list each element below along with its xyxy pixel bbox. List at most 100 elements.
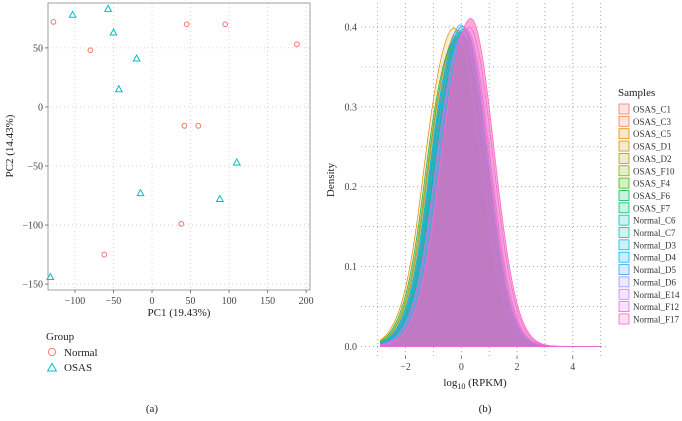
pca-x-tick-label: 0 <box>150 296 155 307</box>
pca-point-normal <box>294 41 300 48</box>
pca-point-normal <box>101 251 108 258</box>
samples-legend-key <box>618 128 630 140</box>
samples-legend-title: Samples <box>618 87 655 99</box>
pca-point-normal <box>178 220 185 227</box>
samples-legend-key <box>618 177 630 189</box>
density-y-tick-label: 0.3 <box>345 102 358 113</box>
samples-legend-key <box>618 152 630 164</box>
pca-y-tick-label: −150 <box>22 280 43 291</box>
samples-legend-label: OSAS_F10 <box>633 166 675 176</box>
pca-plot-background <box>48 3 310 290</box>
pca-point-osas <box>109 27 118 36</box>
samples-legend-key <box>618 301 630 313</box>
legend-osas-label: OSAS <box>64 362 92 374</box>
pca-y-tick-label: 0 <box>38 102 43 113</box>
density-x-tick-label: 2 <box>515 362 520 373</box>
pca-scatter-panel: −100 −50 0 50 100 150 200 −150 −100 −50 0 50 PC1 (… <box>4 2 314 415</box>
samples-legend-key <box>618 115 630 127</box>
density-x-label-rest: (RPKM) <box>465 377 507 389</box>
density-y-ticks: 0.0 0.1 0.2 0.3 0.4 <box>345 22 358 352</box>
pca-x-axis-label: PC1 (19.43%) <box>148 307 211 319</box>
samples-legend-key <box>618 214 630 226</box>
samples-legend-key <box>618 103 630 115</box>
samples-legend-label: OSAS_D2 <box>633 154 672 164</box>
pca-x-tick-label: −50 <box>106 296 122 307</box>
pca-plot-border <box>47 2 311 291</box>
panel-a-label: (a) <box>146 403 159 415</box>
density-y-tick-label: 0.2 <box>345 182 358 193</box>
pca-x-tick-label: 100 <box>222 296 237 307</box>
density-x-tick-label: 4 <box>570 362 575 373</box>
pca-point-osas <box>136 188 145 197</box>
density-y-axis-label: Density <box>325 162 337 197</box>
samples-legend-key <box>618 264 630 275</box>
pca-points <box>46 4 300 281</box>
pca-point-normal <box>181 122 188 129</box>
pca-y-tick-label: 50 <box>33 43 43 54</box>
pca-point-osas <box>114 84 124 93</box>
pca-legend: Group Normal OSAS <box>46 331 98 374</box>
pca-y-tick-label: −100 <box>22 221 43 232</box>
samples-legend-key <box>618 239 630 251</box>
pca-x-ticks: −100 −50 0 50 100 150 200 <box>65 290 314 307</box>
samples-legend-key <box>618 251 630 263</box>
samples-legend-key <box>618 190 630 201</box>
density-curve-normal_f17 <box>380 18 601 347</box>
pca-point-osas <box>103 4 113 12</box>
samples-legend-label: Normal_F17 <box>633 314 679 324</box>
density-y-tick-label: 0.1 <box>345 262 358 273</box>
samples-legend-label: OSAS_C1 <box>633 105 671 115</box>
samples-legend-label: OSAS_C5 <box>633 129 672 139</box>
samples-legend-label: OSAS_F7 <box>633 203 671 213</box>
samples-legend-label: Normal_E14 <box>633 290 680 300</box>
samples-legend-label: Normal_C7 <box>633 228 676 238</box>
pca-y-ticks: −150 −100 −50 0 50 <box>22 43 48 291</box>
pca-point-osas <box>232 157 241 166</box>
samples-legend-label: OSAS_D1 <box>633 142 672 152</box>
pca-x-tick-label: 150 <box>260 296 275 307</box>
samples-legend-items: OSAS_C1 OSAS_C3 OSAS_C5 OSAS_D1 OSAS_D2 OSAS_… <box>618 103 680 325</box>
pca-y-axis-label: PC2 (14.43%) <box>4 114 16 177</box>
density-x-ticks: −2 0 2 4 <box>400 356 575 373</box>
samples-legend-key <box>618 288 630 300</box>
pca-point-normal <box>183 21 190 28</box>
samples-legend-label: Normal_C6 <box>633 216 676 226</box>
density-x-axis-label: log10 (RPKM) <box>443 377 507 391</box>
samples-legend-key <box>618 202 630 214</box>
pca-x-tick-label: 50 <box>186 296 196 307</box>
samples-legend-key <box>618 313 630 325</box>
pca-point-osas <box>68 10 77 18</box>
pca-legend-title: Group <box>46 331 75 343</box>
samples-legend-label: Normal_D6 <box>633 277 676 287</box>
density-x-tick-label: 0 <box>459 362 464 373</box>
density-panel: −2 0 2 4 0.0 0.1 0.2 0.3 0.4 log10 (RPKM) Densi… <box>325 3 680 415</box>
pca-x-tick-label: −100 <box>65 296 86 307</box>
samples-legend-label: OSAS_F6 <box>633 191 671 201</box>
samples-legend-label: OSAS_C3 <box>633 117 672 127</box>
pca-point-normal <box>195 122 202 129</box>
panel-b-label: (b) <box>479 403 492 415</box>
pca-y-tick-label: −50 <box>27 161 43 172</box>
density-curves <box>380 18 601 347</box>
samples-legend-label: OSAS_F4 <box>633 179 671 189</box>
samples-legend-key <box>618 276 630 288</box>
samples-legend-key <box>618 140 630 152</box>
legend-osas-marker <box>46 362 58 372</box>
pca-point-osas <box>46 272 55 281</box>
pca-point-osas <box>132 53 141 62</box>
pca-x-tick-label: 200 <box>299 296 314 307</box>
legend-normal-label: Normal <box>64 347 98 359</box>
samples-legend-label: Normal_D4 <box>633 253 676 263</box>
samples-legend-key <box>618 165 630 177</box>
samples-legend: Samples OSAS_C1OSAS_C3OSAS_C5OSAS_D1OSAS… <box>618 87 680 324</box>
pca-point-normal <box>50 18 57 25</box>
legend-normal-marker <box>47 347 57 357</box>
samples-legend-key <box>618 227 630 238</box>
pca-point-normal <box>87 47 94 54</box>
samples-legend-label: Normal_D5 <box>633 265 676 275</box>
density-x-label-main: log <box>443 377 458 389</box>
density-x-tick-label: −2 <box>400 362 411 373</box>
density-y-tick-label: 0.0 <box>345 342 358 353</box>
samples-legend-label: Normal_F12 <box>633 302 679 312</box>
